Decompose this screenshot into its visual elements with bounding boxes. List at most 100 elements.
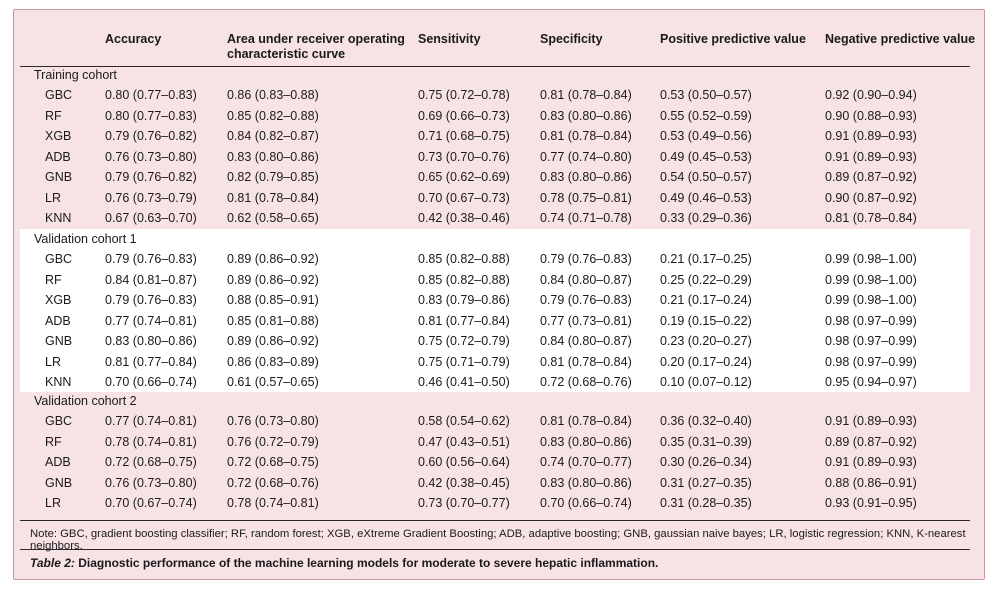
table-cell: 0.74 (0.70–0.77) [540, 455, 632, 469]
table-cell: 0.91 (0.89–0.93) [825, 455, 917, 469]
table-cell: 0.85 (0.81–0.88) [227, 313, 319, 328]
table-cell: 0.31 (0.28–0.35) [660, 496, 752, 510]
model-name: KNN [45, 375, 72, 389]
table-cell: 0.58 (0.54–0.62) [418, 414, 510, 428]
table-row: GNB 0.79 (0.76–0.82) 0.82 (0.79–0.85) 0.65 … [0, 167, 1000, 188]
model-name: GBC [45, 414, 73, 428]
model-name: LR [45, 190, 61, 205]
model-name: XGB [45, 293, 72, 307]
table-cell: 0.80 (0.77–0.83) [105, 88, 197, 102]
table-cell: 0.78 (0.74–0.81) [227, 496, 319, 510]
table-cell: 0.79 (0.76–0.83) [540, 293, 632, 307]
table-cell: 0.88 (0.86–0.91) [825, 475, 917, 490]
table-cell: 0.85 (0.82–0.88) [418, 252, 510, 266]
model-name: ADB [45, 455, 71, 469]
table-cell: 0.77 (0.73–0.81) [540, 313, 632, 328]
table-row: LR 0.81 (0.77–0.84) 0.86 (0.83–0.89) 0.75 (… [0, 352, 1000, 373]
table-cell: 0.72 (0.68–0.75) [227, 455, 319, 469]
table-row: ADB 0.77 (0.74–0.81) 0.85 (0.81–0.88) 0.81 … [0, 311, 1000, 332]
table-cell: 0.83 (0.80–0.86) [540, 475, 632, 490]
table-cell: 0.77 (0.74–0.81) [105, 414, 197, 428]
table-cell: 0.72 (0.68–0.76) [227, 475, 319, 490]
table-caption: Table 2: Diagnostic performance of the m… [30, 556, 658, 570]
col-auc: Area under receiver operating characteri… [227, 32, 405, 62]
table-cell: 0.75 (0.71–0.79) [418, 354, 510, 369]
table-cell: 0.65 (0.62–0.69) [418, 170, 510, 184]
table-cell: 0.78 (0.74–0.81) [105, 434, 197, 449]
table-cell: 0.99 (0.98–1.00) [825, 252, 917, 266]
table-cell: 0.77 (0.74–0.80) [540, 149, 632, 164]
model-name: ADB [45, 313, 71, 328]
table-row: GNB 0.83 (0.80–0.86) 0.89 (0.86–0.92) 0.75 … [0, 331, 1000, 352]
table-cell: 0.79 (0.76–0.82) [105, 170, 197, 184]
table-cell: 0.81 (0.78–0.84) [825, 211, 917, 225]
table-cell: 0.84 (0.80–0.87) [540, 272, 632, 287]
table-cell: 0.73 (0.70–0.76) [418, 149, 510, 164]
table-cell: 0.31 (0.27–0.35) [660, 475, 752, 490]
table-cell: 0.90 (0.88–0.93) [825, 108, 917, 123]
table-cell: 0.83 (0.80–0.86) [540, 434, 632, 449]
table-cell: 0.21 (0.17–0.24) [660, 293, 752, 307]
table-cell: 0.53 (0.49–0.56) [660, 129, 752, 143]
table-cell: 0.83 (0.80–0.86) [540, 108, 632, 123]
table-cell: 0.95 (0.94–0.97) [825, 375, 917, 389]
table-cell: 0.10 (0.07–0.12) [660, 375, 752, 389]
table-row: GBC 0.77 (0.74–0.81) 0.76 (0.73–0.80) 0.58 … [0, 411, 1000, 432]
table-cell: 0.85 (0.82–0.88) [227, 108, 319, 123]
table-cell: 0.70 (0.66–0.74) [540, 496, 632, 510]
model-name: RF [45, 272, 62, 287]
model-name: ADB [45, 149, 71, 164]
table-cell: 0.36 (0.32–0.40) [660, 414, 752, 428]
table-cell: 0.81 (0.78–0.84) [540, 88, 632, 102]
table-cell: 0.49 (0.45–0.53) [660, 149, 752, 164]
table-cell: 0.91 (0.89–0.93) [825, 129, 917, 143]
table-cell: 0.53 (0.50–0.57) [660, 88, 752, 102]
table-cell: 0.70 (0.67–0.73) [418, 190, 510, 205]
table-row: GBC 0.79 (0.76–0.83) 0.89 (0.86–0.92) 0.85 … [0, 249, 1000, 270]
col-accuracy: Accuracy [105, 32, 162, 46]
table-cell: 0.21 (0.17–0.25) [660, 252, 752, 266]
table-cell: 0.91 (0.89–0.93) [825, 149, 917, 164]
table-cell: 0.84 (0.80–0.87) [540, 334, 632, 348]
table-cell: 0.42 (0.38–0.45) [418, 475, 510, 490]
table-cell: 0.47 (0.43–0.51) [418, 434, 510, 449]
section-title: Validation cohort 2 [34, 394, 137, 408]
table-cell: 0.76 (0.73–0.79) [105, 190, 197, 205]
table-row: ADB 0.72 (0.68–0.75) 0.72 (0.68–0.75) 0.60 … [0, 452, 1000, 473]
table-cell: 0.78 (0.75–0.81) [540, 190, 632, 205]
table-cell: 0.83 (0.80–0.86) [105, 334, 197, 348]
model-name: GBC [45, 252, 73, 266]
table-cell: 0.83 (0.79–0.86) [418, 293, 510, 307]
model-name: RF [45, 434, 62, 449]
table-cell: 0.35 (0.31–0.39) [660, 434, 752, 449]
table-cell: 0.54 (0.50–0.57) [660, 170, 752, 184]
table-row: LR 0.70 (0.67–0.74) 0.78 (0.74–0.81) 0.73 (… [0, 493, 1000, 514]
table-cell: 0.20 (0.17–0.24) [660, 354, 752, 369]
col-auc-line2: characteristic curve [227, 47, 346, 61]
table-cell: 0.70 (0.67–0.74) [105, 496, 197, 510]
caption-label: Table 2: [30, 556, 75, 570]
table-cell: 0.61 (0.57–0.65) [227, 375, 319, 389]
caption-rule [20, 549, 970, 550]
table-cell: 0.76 (0.73–0.80) [105, 149, 197, 164]
table-cell: 0.72 (0.68–0.75) [105, 455, 197, 469]
table-cell: 0.89 (0.86–0.92) [227, 272, 319, 287]
table-cell: 0.99 (0.98–1.00) [825, 293, 917, 307]
model-name: GBC [45, 88, 73, 102]
col-npv: Negative predictive value [825, 32, 976, 46]
table-cell: 0.75 (0.72–0.79) [418, 334, 510, 348]
table-row: KNN 0.67 (0.63–0.70) 0.62 (0.58–0.65) 0.42 … [0, 208, 1000, 229]
section-title: Validation cohort 1 [34, 232, 137, 246]
note-rule [20, 520, 970, 521]
table-row: GBC 0.80 (0.77–0.83) 0.86 (0.83–0.88) 0.75 … [0, 85, 1000, 106]
table-cell: 0.89 (0.86–0.92) [227, 252, 319, 266]
table-cell: 0.42 (0.38–0.46) [418, 211, 510, 225]
model-name: GNB [45, 334, 73, 348]
table-cell: 0.79 (0.76–0.83) [105, 293, 197, 307]
table-row: KNN 0.70 (0.66–0.74) 0.61 (0.57–0.65) 0.46 … [0, 372, 1000, 393]
table-cell: 0.85 (0.82–0.88) [418, 272, 510, 287]
table-cell: 0.86 (0.83–0.88) [227, 88, 319, 102]
table-cell: 0.49 (0.46–0.53) [660, 190, 752, 205]
table-cell: 0.90 (0.87–0.92) [825, 190, 917, 205]
table-cell: 0.33 (0.29–0.36) [660, 211, 752, 225]
